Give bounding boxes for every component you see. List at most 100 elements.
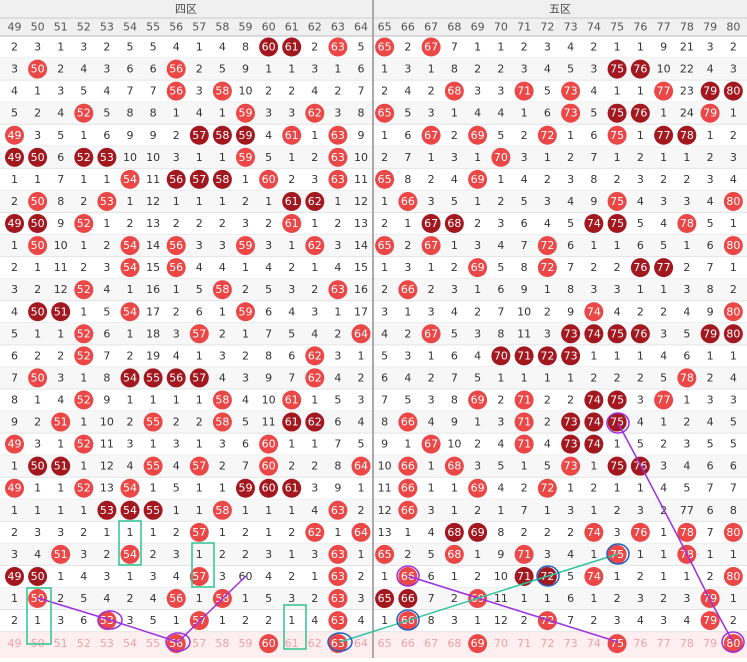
- miss-count: 2: [196, 217, 203, 230]
- miss-count: 5: [288, 327, 295, 340]
- miss-count: 1: [11, 239, 18, 252]
- ball-number: 80: [726, 195, 740, 208]
- footer-number: 54: [123, 637, 137, 650]
- miss-count: 1: [707, 349, 714, 362]
- ball-number: 79: [703, 327, 717, 340]
- ball-number: 64: [354, 460, 368, 473]
- ball: [607, 634, 627, 654]
- miss-count: 13: [146, 217, 160, 230]
- ball: [630, 103, 650, 123]
- ball-number: 72: [540, 261, 554, 274]
- ball-number: 49: [8, 482, 22, 495]
- miss-count: 5: [404, 393, 411, 406]
- ball: [166, 368, 186, 388]
- miss-count: 8: [590, 173, 597, 186]
- ball: [630, 59, 650, 79]
- miss-count: 4: [80, 570, 87, 583]
- miss-count: 6: [242, 438, 249, 451]
- ball: [723, 566, 743, 586]
- ball-number: 74: [587, 327, 601, 340]
- ball: [28, 456, 48, 476]
- miss-count: 5: [567, 570, 574, 583]
- miss-count: 3: [683, 195, 690, 208]
- miss-count: 5: [173, 482, 180, 495]
- miss-count: 4: [497, 239, 504, 252]
- ball-number: 76: [633, 526, 647, 539]
- column-label: 72: [540, 21, 554, 34]
- miss-count: 1: [358, 482, 365, 495]
- ball: [74, 147, 94, 167]
- ball-number: 59: [239, 482, 253, 495]
- miss-count: 1: [567, 371, 574, 384]
- miss-count: 12: [54, 283, 68, 296]
- ball: [491, 346, 511, 366]
- miss-count: 1: [196, 151, 203, 164]
- miss-count: 3: [358, 592, 365, 605]
- miss-count: 3: [404, 349, 411, 362]
- ball-number: 58: [215, 173, 229, 186]
- ball-number: 58: [215, 283, 229, 296]
- miss-count: 2: [451, 592, 458, 605]
- miss-count: 4: [497, 107, 504, 120]
- miss-count: 3: [567, 504, 574, 517]
- ball: [537, 478, 557, 498]
- miss-count: 5: [150, 614, 157, 627]
- ball-number: 54: [123, 261, 137, 274]
- miss-count: 5: [544, 85, 551, 98]
- footer-number: 59: [239, 637, 253, 650]
- miss-count: 1: [288, 63, 295, 76]
- miss-count: 9: [358, 129, 365, 142]
- miss-count: 1: [173, 283, 180, 296]
- miss-count: 1: [219, 614, 226, 627]
- ball: [677, 125, 697, 145]
- ball: [282, 390, 302, 410]
- miss-count: 6: [358, 63, 365, 76]
- ball: [468, 522, 488, 542]
- miss-count: 1: [404, 526, 411, 539]
- ball: [351, 324, 371, 344]
- miss-count: 3: [404, 261, 411, 274]
- miss-count: 3: [265, 107, 272, 120]
- miss-count: 1: [127, 570, 134, 583]
- miss-count: 4: [173, 41, 180, 54]
- ball-number: 72: [540, 614, 554, 627]
- ball-number: 72: [540, 239, 554, 252]
- miss-count: 9: [590, 195, 597, 208]
- miss-count: 1: [521, 592, 528, 605]
- footer-number: 77: [657, 637, 671, 650]
- ball-number: 80: [726, 305, 740, 318]
- ball-number: 76: [633, 107, 647, 120]
- ball: [584, 324, 604, 344]
- ball-number: 75: [610, 195, 624, 208]
- ball: [51, 302, 71, 322]
- miss-count: 2: [521, 482, 528, 495]
- ball-number: 71: [517, 393, 531, 406]
- column-label: 57: [192, 21, 206, 34]
- ball-number: 56: [169, 261, 183, 274]
- miss-count: 3: [288, 592, 295, 605]
- ball: [282, 191, 302, 211]
- miss-count: 11: [262, 416, 276, 429]
- miss-count: 1: [521, 371, 528, 384]
- miss-count: 1: [451, 570, 458, 583]
- ball-number: 54: [123, 371, 137, 384]
- ball: [444, 214, 464, 234]
- ball: [282, 37, 302, 57]
- miss-count: 6: [567, 239, 574, 252]
- miss-count: 1: [34, 504, 41, 517]
- footer-number: 76: [633, 637, 647, 650]
- miss-count: 1: [34, 173, 41, 186]
- miss-count: 3: [544, 195, 551, 208]
- miss-count: 11: [517, 327, 531, 340]
- ball: [444, 81, 464, 101]
- miss-count: 8: [57, 195, 64, 208]
- miss-count: 4: [637, 614, 644, 627]
- miss-count: 2: [358, 504, 365, 517]
- miss-count: 1: [590, 548, 597, 561]
- ball: [259, 456, 279, 476]
- miss-count: 2: [311, 41, 318, 54]
- miss-count: 4: [11, 305, 18, 318]
- miss-count: 7: [521, 504, 528, 517]
- ball: [421, 125, 441, 145]
- miss-count: 3: [311, 63, 318, 76]
